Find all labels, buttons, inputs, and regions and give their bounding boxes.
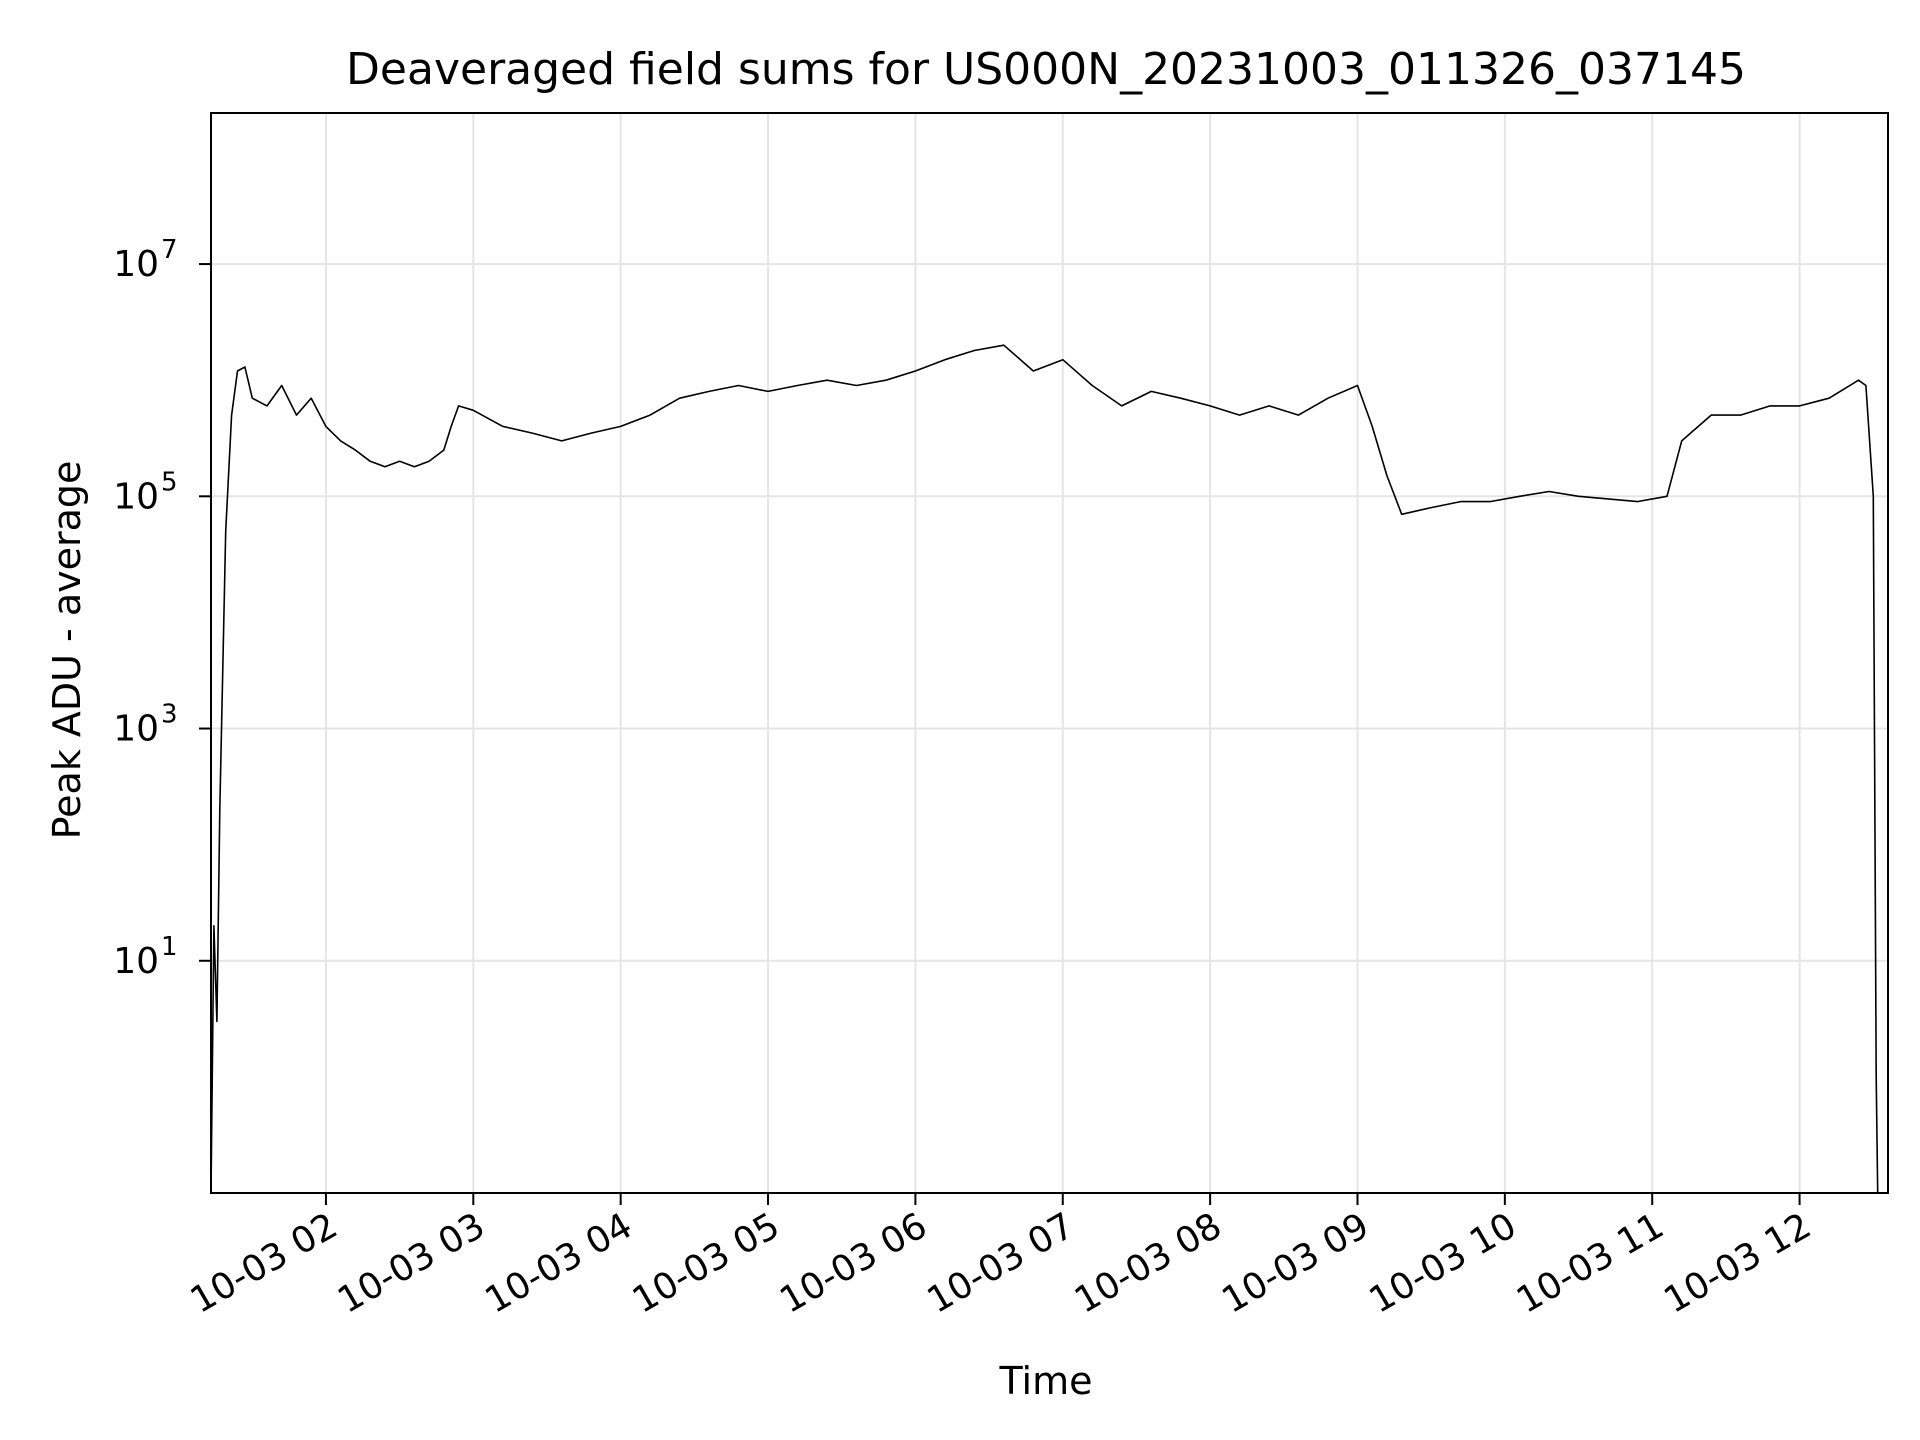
- grid: [211, 113, 1888, 1193]
- y-tick-label: 10: [113, 941, 159, 982]
- y-tick-exponent: 3: [161, 700, 178, 730]
- series-line: [210, 344, 1879, 1194]
- y-tick-exponent: 1: [161, 932, 178, 962]
- y-tick-exponent: 7: [161, 235, 178, 265]
- plot-frame: [210, 112, 1889, 1194]
- series-group: [210, 344, 1879, 1194]
- y-tick-label: 10: [113, 476, 159, 517]
- y-tick-label: 10: [113, 244, 159, 285]
- y-tick-exponent: 5: [161, 467, 178, 497]
- chart-title: Deaveraged field sums for US000N_2023100…: [346, 44, 1746, 95]
- x-axis-label: Time: [999, 1359, 1093, 1403]
- y-axis-label: Peak ADU - average: [45, 461, 89, 840]
- y-tick-label: 10: [113, 709, 159, 750]
